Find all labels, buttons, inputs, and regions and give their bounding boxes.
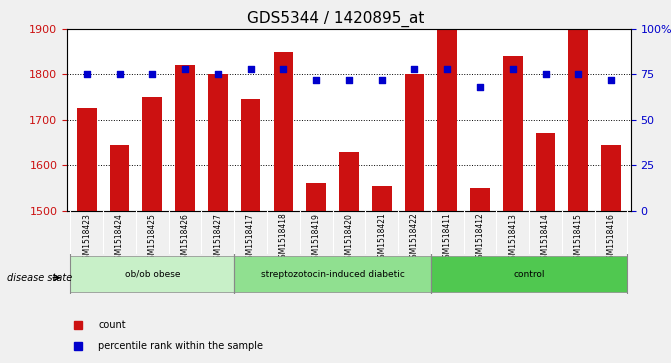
Bar (307, 183, 326, 211)
FancyBboxPatch shape (234, 256, 431, 292)
Point (311, 77, 321, 83)
Bar (372, 185, 391, 211)
Bar (77, 109, 97, 211)
Point (81, 72, 92, 77)
Bar (274, 52, 293, 211)
Text: control: control (513, 270, 545, 278)
Point (606, 77, 617, 83)
Bar (535, 133, 556, 211)
Text: GSM1518417: GSM1518417 (246, 213, 255, 264)
Text: GSM1518412: GSM1518412 (476, 213, 484, 264)
Point (245, 66, 256, 72)
Point (278, 66, 289, 72)
Point (409, 66, 420, 72)
Point (474, 84, 485, 90)
Text: GSM1518424: GSM1518424 (115, 213, 124, 264)
Bar (175, 65, 195, 211)
Text: GDS5344 / 1420895_at: GDS5344 / 1420895_at (247, 11, 424, 27)
Text: GSM1518414: GSM1518414 (541, 213, 550, 264)
Text: GSM1518425: GSM1518425 (148, 213, 157, 264)
Bar (109, 145, 130, 211)
Text: streptozotocin-induced diabetic: streptozotocin-induced diabetic (260, 270, 405, 278)
Text: GSM1518411: GSM1518411 (443, 213, 452, 264)
Bar (208, 74, 227, 211)
Text: GSM1518426: GSM1518426 (180, 213, 190, 264)
Point (213, 72, 223, 77)
Point (147, 72, 158, 77)
Bar (339, 152, 359, 211)
Text: GSM1518420: GSM1518420 (344, 213, 354, 264)
Text: percentile rank within the sample: percentile rank within the sample (98, 341, 263, 351)
Bar (142, 97, 162, 211)
Bar (470, 188, 490, 211)
Text: GSM1518422: GSM1518422 (410, 213, 419, 264)
Point (114, 72, 125, 77)
Text: GSM1518418: GSM1518418 (279, 213, 288, 264)
Text: ob/ob obese: ob/ob obese (125, 270, 180, 278)
Text: GSM1518421: GSM1518421 (377, 213, 386, 264)
Text: GSM1518413: GSM1518413 (508, 213, 517, 264)
Text: GSM1518415: GSM1518415 (574, 213, 583, 264)
Bar (503, 56, 523, 211)
Bar (241, 99, 260, 211)
FancyBboxPatch shape (70, 256, 234, 292)
Point (376, 77, 387, 83)
Point (344, 77, 354, 83)
Text: count: count (98, 320, 125, 330)
Text: GSM1518427: GSM1518427 (213, 213, 222, 264)
Bar (568, 29, 588, 211)
Text: GSM1518419: GSM1518419 (311, 213, 321, 264)
Point (507, 66, 518, 72)
Text: disease state: disease state (7, 273, 72, 283)
Bar (437, 29, 457, 211)
Point (573, 72, 584, 77)
Point (540, 72, 551, 77)
Text: GSM1518423: GSM1518423 (83, 213, 91, 264)
Text: GSM1518416: GSM1518416 (607, 213, 615, 264)
Bar (601, 145, 621, 211)
Point (180, 66, 191, 72)
Point (442, 66, 453, 72)
FancyBboxPatch shape (431, 256, 627, 292)
Bar (405, 74, 424, 211)
